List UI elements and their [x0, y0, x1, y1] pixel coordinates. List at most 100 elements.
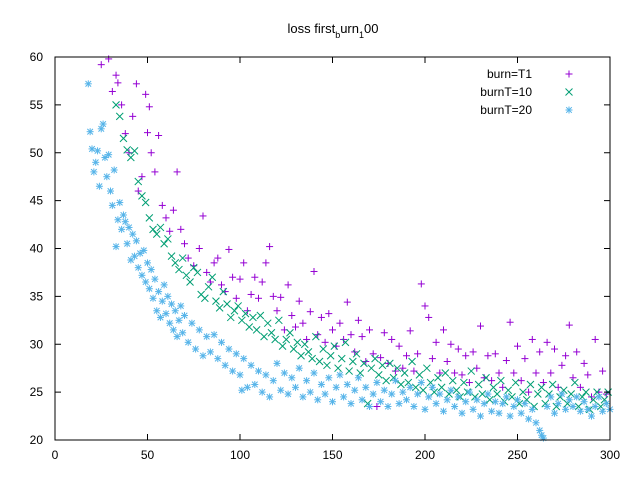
- data-point: [419, 386, 428, 395]
- data-point: [360, 359, 368, 368]
- data-point: [112, 101, 120, 109]
- data-point: [179, 329, 187, 337]
- data-point: [474, 380, 483, 389]
- data-point: [528, 405, 536, 413]
- data-point: [299, 393, 307, 401]
- data-point: [558, 361, 566, 369]
- data-point: [454, 393, 462, 401]
- data-point: [573, 393, 581, 401]
- data-point: [595, 393, 603, 401]
- data-point: [162, 214, 170, 222]
- data-point: [517, 377, 525, 385]
- data-point: [393, 364, 402, 373]
- data-point: [144, 259, 151, 267]
- data-point: [539, 434, 547, 442]
- data-point: [484, 352, 492, 360]
- data-point: [548, 380, 557, 389]
- data-point: [173, 168, 181, 176]
- data-point: [569, 402, 577, 410]
- data-point: [325, 374, 333, 382]
- data-point: [160, 281, 168, 289]
- data-point: [181, 240, 188, 248]
- chart-title-part: 1: [359, 30, 364, 40]
- data-point: [164, 292, 172, 300]
- data-point: [321, 338, 329, 346]
- data-point: [99, 120, 107, 128]
- data-point: [467, 367, 476, 375]
- data-point: [315, 357, 324, 366]
- data-point: [232, 294, 240, 302]
- data-point: [118, 101, 126, 109]
- data-point: [388, 335, 396, 343]
- data-point: [570, 378, 579, 387]
- data-point: [166, 319, 174, 327]
- data-point: [425, 393, 433, 401]
- data-point: [591, 402, 599, 410]
- data-point: [443, 396, 451, 404]
- data-point: [458, 409, 466, 417]
- data-point: [452, 386, 461, 395]
- data-point: [199, 212, 207, 220]
- data-point: [236, 371, 244, 379]
- y-tick-label: 20: [30, 433, 44, 447]
- data-point: [511, 378, 520, 387]
- data-point: [273, 359, 281, 367]
- data-point: [119, 134, 128, 143]
- data-point: [308, 354, 317, 363]
- data-point: [225, 245, 233, 253]
- data-point: [108, 87, 116, 95]
- y-tick-label: 60: [30, 50, 44, 64]
- data-point: [203, 333, 211, 341]
- data-point: [347, 331, 355, 339]
- data-point: [166, 227, 174, 235]
- data-point: [317, 380, 325, 388]
- data-point: [223, 300, 231, 308]
- data-point: [284, 281, 292, 289]
- data-point: [238, 386, 246, 394]
- data-point: [329, 398, 336, 406]
- data-point: [289, 345, 298, 353]
- data-point: [177, 302, 185, 310]
- data-point: [437, 383, 446, 392]
- data-point: [145, 285, 153, 293]
- data-point: [410, 402, 418, 410]
- data-point: [400, 369, 409, 377]
- data-point: [582, 388, 590, 396]
- data-point: [403, 396, 410, 404]
- data-point: [218, 281, 225, 289]
- data-point: [158, 297, 166, 305]
- data-point: [173, 333, 181, 341]
- data-point: [406, 383, 414, 391]
- data-point: [469, 348, 477, 356]
- legend: burn=T1 burnT=10 burnT=20: [480, 67, 573, 117]
- data-point: [178, 254, 187, 262]
- data-point: [558, 390, 566, 398]
- data-point: [334, 364, 342, 373]
- data-point: [229, 273, 237, 281]
- data-point: [584, 405, 592, 413]
- data-point: [141, 198, 150, 207]
- data-point: [107, 187, 114, 195]
- data-point: [208, 273, 217, 282]
- data-point: [282, 335, 291, 344]
- data-point: [156, 223, 165, 232]
- axes: 0 50 100 150 200 250 300 20 25 30 35 40 45 50 55 60: [30, 50, 621, 462]
- data-point: [110, 166, 118, 174]
- data-point: [351, 386, 359, 394]
- data-point: [388, 390, 396, 398]
- data-point: [543, 338, 551, 346]
- data-point: [341, 338, 350, 347]
- data-point: [465, 388, 473, 396]
- data-point: [477, 322, 484, 330]
- data-point: [448, 376, 457, 385]
- data-point: [451, 402, 459, 410]
- data-point: [280, 369, 288, 377]
- data-point: [454, 345, 462, 353]
- data-point: [336, 371, 344, 379]
- data-point: [580, 398, 588, 406]
- data-point: [219, 287, 228, 296]
- legend-marker: [565, 106, 573, 114]
- data-point: [377, 398, 385, 406]
- data-point: [134, 264, 142, 272]
- data-point: [551, 409, 558, 417]
